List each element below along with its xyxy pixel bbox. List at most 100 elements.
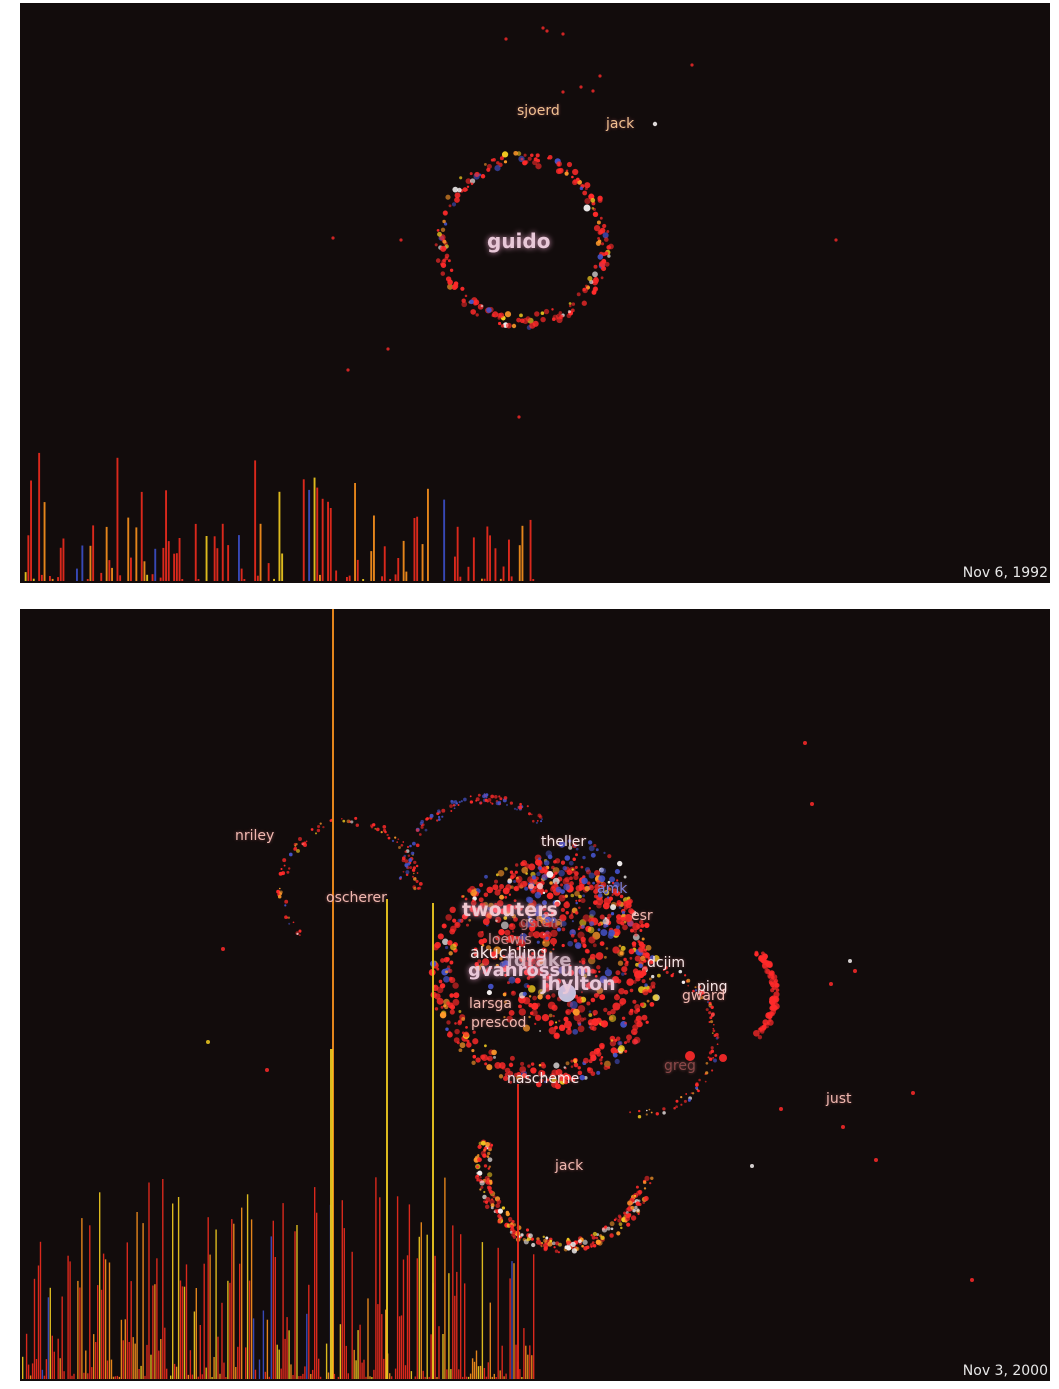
activity-node <box>561 927 566 932</box>
histogram-bar <box>259 523 262 581</box>
activity-node <box>494 902 498 906</box>
activity-node <box>495 935 501 941</box>
activity-node <box>571 920 574 923</box>
node-label-dcjim[interactable]: dcjim <box>647 955 686 971</box>
activity-node <box>515 1075 522 1081</box>
activity-node <box>649 1181 652 1185</box>
activity-node <box>685 1051 695 1061</box>
histogram-bar <box>92 525 95 581</box>
node-label-jack[interactable]: jack <box>606 116 635 132</box>
activity-node <box>540 1062 545 1067</box>
node-label-jack[interactable]: jack <box>555 1158 584 1174</box>
activity-node <box>570 1065 574 1068</box>
node-label-just[interactable]: just <box>826 1091 852 1107</box>
histogram-bar <box>245 1347 247 1379</box>
node-label-oscherer[interactable]: oscherer <box>326 890 387 906</box>
node-label-twouters[interactable]: twouters <box>462 899 558 921</box>
activity-node <box>519 313 523 318</box>
node-label-theller[interactable]: theller <box>541 834 587 850</box>
node-label-fdrake[interactable]: fdrake <box>506 950 572 971</box>
activity-node <box>521 1072 528 1079</box>
activity-node <box>453 992 460 999</box>
visualization-panel-2000[interactable]: nriley theller amk oscherer twouters gst… <box>20 609 1050 1381</box>
activity-node <box>284 915 288 919</box>
node-label-akuchling[interactable]: akuchling <box>470 943 547 962</box>
histogram-bar <box>483 578 486 581</box>
histogram-bar <box>67 1255 69 1379</box>
activity-node <box>694 986 697 989</box>
node-label-esr[interactable]: esr <box>631 908 653 924</box>
activity-node <box>558 984 576 1002</box>
activity-node <box>623 1211 627 1215</box>
node-label-ping[interactable]: ping <box>697 979 728 995</box>
activity-node <box>508 1009 515 1016</box>
histogram-bar <box>531 1355 533 1379</box>
histogram-bar <box>266 1319 269 1379</box>
activity-node <box>555 886 562 893</box>
node-label-nascheme[interactable]: nascheme <box>507 1071 580 1087</box>
activity-node <box>283 864 286 867</box>
activity-node <box>284 904 287 907</box>
activity-node <box>437 933 444 940</box>
activity-node <box>518 906 523 911</box>
activity-node <box>535 153 540 158</box>
activity-node <box>641 937 645 941</box>
activity-node <box>514 977 521 984</box>
activity-node <box>538 1069 545 1077</box>
node-label-nriley[interactable]: nriley <box>235 828 275 844</box>
activity-node <box>518 1008 526 1016</box>
activity-node <box>533 886 537 889</box>
histogram-bar <box>397 558 400 581</box>
node-label-guido[interactable]: guido <box>487 229 551 253</box>
node-label-nascheme-upper[interactable]: loewis <box>488 932 532 948</box>
activity-node <box>624 1049 628 1053</box>
activity-node <box>434 993 441 1000</box>
activity-node <box>477 1170 483 1176</box>
histogram-bar <box>354 483 356 581</box>
activity-node <box>484 1044 487 1048</box>
activity-node <box>565 900 569 905</box>
histogram-bar <box>104 1259 107 1379</box>
activity-node <box>483 970 488 975</box>
activity-node <box>507 878 513 884</box>
activity-node <box>719 1054 727 1062</box>
activity-node <box>537 963 540 966</box>
activity-node <box>527 156 532 161</box>
node-label-sjoerd[interactable]: sjoerd <box>517 103 560 119</box>
visualization-panel-1992[interactable]: sjoerd jack guido Nov 6, 1992 <box>20 3 1050 583</box>
node-label-gstein[interactable]: gstein <box>520 915 564 931</box>
node-label-jhylton[interactable]: jhylton <box>541 973 616 995</box>
activity-node <box>539 1078 544 1083</box>
activity-node <box>504 37 508 41</box>
activity-node <box>566 313 572 319</box>
histogram-bar <box>223 1362 225 1379</box>
activity-node <box>386 833 389 837</box>
histogram-bar <box>108 560 111 581</box>
activity-node <box>503 160 508 164</box>
activity-node <box>613 994 621 1001</box>
activity-node <box>527 970 536 979</box>
activity-node <box>515 808 519 811</box>
node-label-gvanrossum[interactable]: gvanrossum <box>468 960 592 981</box>
node-label-gward[interactable]: gward <box>682 988 726 1004</box>
histogram-bar <box>91 1367 93 1379</box>
activity-node <box>543 1238 548 1243</box>
activity-node <box>649 985 653 990</box>
histogram-bar <box>532 579 535 581</box>
node-label-greg[interactable]: greg <box>664 1058 696 1074</box>
activity-node <box>350 820 354 824</box>
node-label-prescod[interactable]: prescod <box>471 1015 527 1031</box>
histogram-bar <box>105 526 108 581</box>
activity-node <box>490 794 495 799</box>
activity-node <box>571 868 574 871</box>
node-label-larsga[interactable]: larsga <box>469 996 512 1012</box>
activity-node <box>447 283 454 290</box>
activity-node <box>460 286 465 291</box>
histogram-bar <box>89 1225 91 1379</box>
activity-node <box>486 1057 490 1061</box>
activity-node <box>474 172 480 178</box>
node-label-amk[interactable]: amk <box>597 881 628 897</box>
activity-node <box>525 1228 530 1232</box>
histogram-bar <box>81 1218 83 1379</box>
activity-node <box>603 1007 608 1013</box>
